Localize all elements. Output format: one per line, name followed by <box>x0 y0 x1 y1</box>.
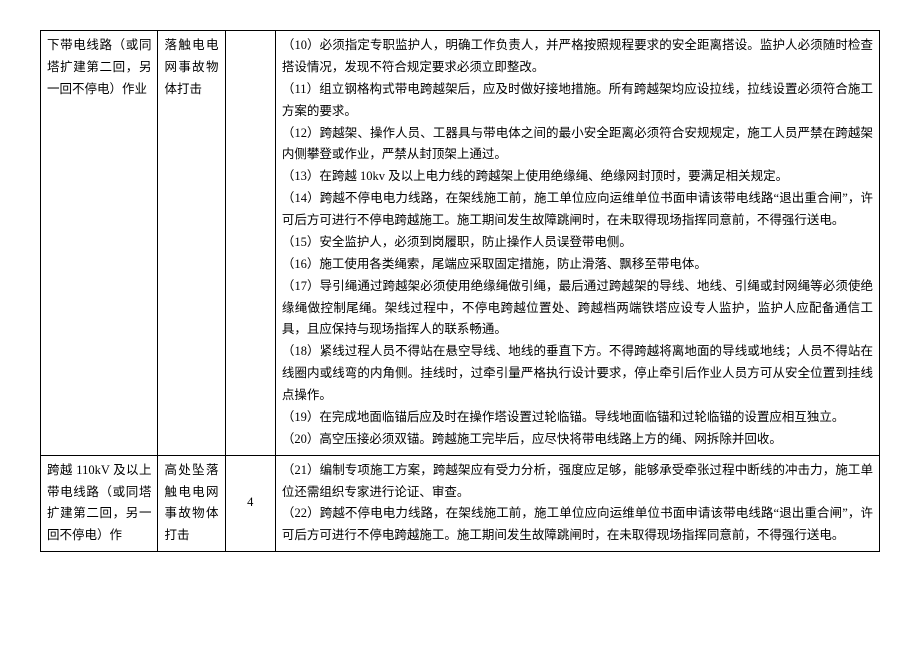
cell-hazard: 高处坠落触电电网事故物体打击 <box>158 455 225 552</box>
cell-level <box>225 31 275 456</box>
cell-hazard: 落触电电网事故物体打击 <box>158 31 225 456</box>
cell-measures: （21）编制专项施工方案，跨越架应有受力分析，强度应足够，能够承受牵张过程中断线… <box>275 455 879 552</box>
table-row: 跨越 110kV 及以上带电线路（或同塔扩建第二回，另一回不停电）作 高处坠落触… <box>41 455 880 552</box>
safety-table: 下带电线路（或同塔扩建第二回，另一回不停电）作业 落触电电网事故物体打击 （10… <box>40 30 880 552</box>
cell-level: 4 <box>225 455 275 552</box>
cell-measures: （10）必须指定专职监护人，明确工作负责人，并严格按照规程要求的安全距离搭设。监… <box>275 31 879 456</box>
table-row: 下带电线路（或同塔扩建第二回，另一回不停电）作业 落触电电网事故物体打击 （10… <box>41 31 880 456</box>
cell-work-item: 跨越 110kV 及以上带电线路（或同塔扩建第二回，另一回不停电）作 <box>41 455 158 552</box>
cell-work-item: 下带电线路（或同塔扩建第二回，另一回不停电）作业 <box>41 31 158 456</box>
